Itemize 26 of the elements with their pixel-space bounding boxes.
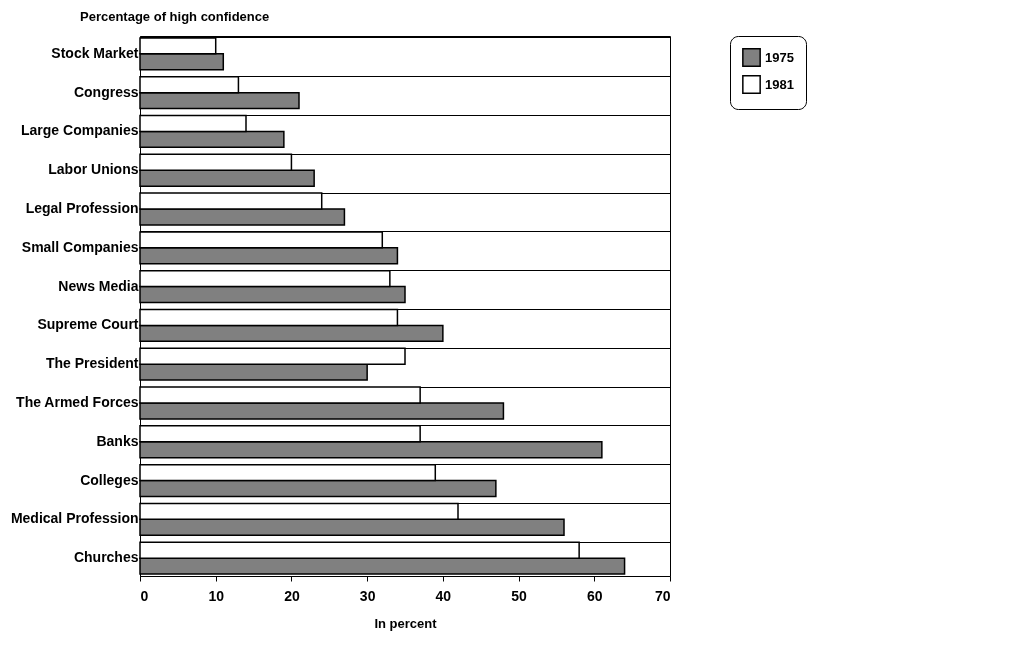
y-tick-label: Colleges — [80, 471, 139, 488]
x-tick-label: 40 — [435, 587, 452, 604]
y-tick-label: Supreme Court — [37, 316, 139, 333]
x-axis-title: In percent — [374, 615, 438, 631]
x-tick-label: 70 — [654, 587, 671, 604]
y-tick-label: Churches — [73, 549, 139, 566]
y-tick-label: Labor Unions — [48, 161, 139, 178]
y-tick-label: Legal Profession — [25, 200, 139, 217]
y-tick-label: Banks — [96, 432, 139, 449]
chart-title: Percentage of high confidence — [80, 8, 270, 24]
y-tick-label: The President — [45, 355, 139, 372]
y-tick-label: Small Companies — [21, 238, 139, 255]
y-tick-label: Stock Market — [51, 44, 139, 61]
y-tick-label: News Media — [58, 277, 139, 294]
y-tick-label: Congress — [73, 83, 139, 100]
y-tick-label: Large Companies — [21, 122, 139, 139]
x-tick-label: 20 — [284, 587, 300, 604]
x-tick-label: 30 — [359, 587, 376, 604]
x-tick-label: 50 — [511, 587, 528, 604]
y-tick-label: Medical Profession — [10, 510, 139, 527]
x-tick-label: 0 — [140, 587, 149, 604]
x-tick-label: 60 — [587, 587, 603, 604]
legend-label: 1975 — [765, 49, 794, 65]
legend-label: 1981 — [765, 76, 794, 92]
x-tick-label: 10 — [208, 587, 225, 604]
y-tick-label: The Armed Forces — [16, 393, 139, 410]
